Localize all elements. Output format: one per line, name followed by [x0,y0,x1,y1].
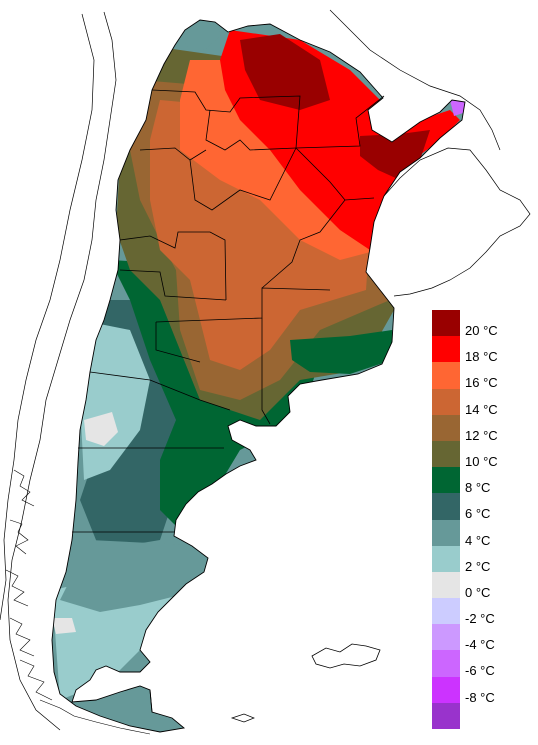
legend-swatch [432,598,460,625]
legend-label: -8 °C [465,689,495,705]
legend-swatch [432,702,460,729]
legend-swatch [432,310,460,337]
legend-row: 2 °C [432,545,532,574]
staten-island [230,713,255,723]
legend-swatch [432,362,460,389]
legend-row: 12 °C [432,414,532,443]
legend-swatch [432,545,460,572]
legend-swatch [432,571,460,599]
legend-label: 2 °C [465,558,491,574]
legend-label: 16 °C [465,375,498,391]
legend-swatch [432,519,460,546]
legend-row: -6 °C [432,650,532,679]
legend-swatch [432,650,460,677]
legend-row: 8 °C [432,467,532,496]
legend-label: 12 °C [465,427,498,443]
legend-row: 10 °C [432,440,532,469]
legend-label: 10 °C [465,453,498,469]
chile-islands [5,469,151,735]
legend-swatch [432,493,460,520]
legend-label: 20 °C [465,323,498,338]
legend-swatch [432,414,460,441]
legend-label: 8 °C [465,480,491,496]
province-borders [72,89,385,713]
chile-coast-line [0,13,95,621]
legend-label: 4 °C [465,532,491,548]
legend-label: -6 °C [465,663,495,679]
legend-label: 14 °C [465,401,498,417]
legend-swatch [432,624,460,651]
brazil-border-line [329,9,501,151]
legend-row [432,702,532,729]
legend-swatch [432,440,460,468]
legend-row: 4 °C [432,519,532,548]
legend-label: -4 °C [465,637,495,653]
legend-swatch [432,676,460,703]
legend-swatch [432,336,460,363]
legend-row: 16 °C [432,362,532,391]
legend-row: 6 °C [432,493,532,522]
legend-row: -2 °C [432,598,532,627]
uruguay-coast-line [383,147,531,297]
legend-swatch [432,388,460,415]
legend-label: 0 °C [465,584,491,600]
legend-row: -8 °C [432,676,532,705]
legend-swatch [432,467,460,494]
legend-label: 6 °C [465,506,491,522]
falkland-islands [311,643,381,669]
legend-row: -4 °C [432,624,532,653]
temperature-legend: 20 °C 18 °C 16 °C 14 °C 12 °C 10 °C 8 °C 6 °C 4 … [432,310,532,729]
chile-border-line [7,11,117,731]
legend-row: 20 °C [432,310,532,338]
legend-row: 0 °C [432,571,532,600]
legend-row: 18 °C [432,336,532,365]
legend-label: 18 °C [465,349,498,365]
legend-row: 14 °C [432,388,532,417]
legend-label: -2 °C [465,611,495,627]
